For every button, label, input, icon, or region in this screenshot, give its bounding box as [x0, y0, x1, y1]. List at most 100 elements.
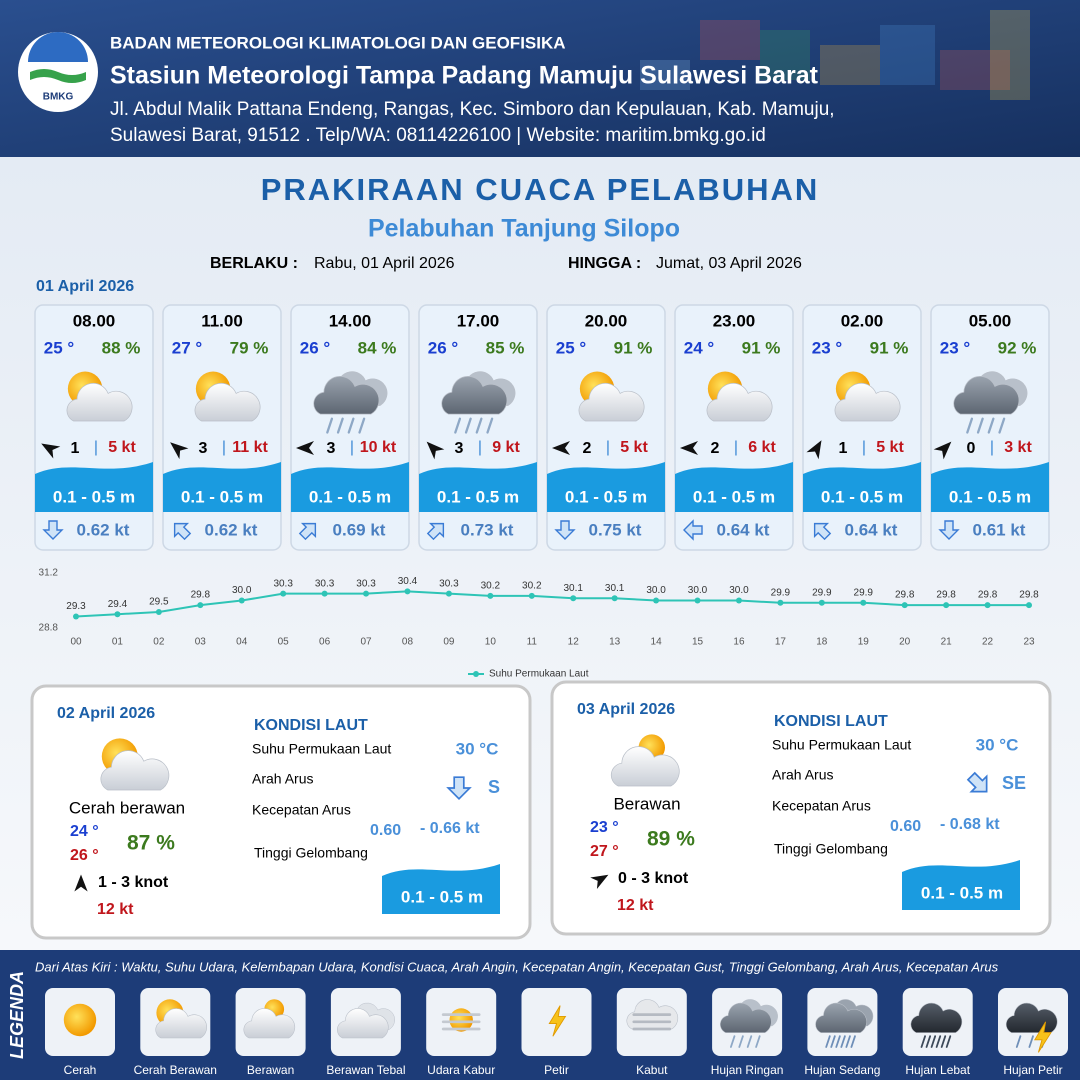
- value-label: 30.0: [232, 585, 252, 596]
- weather-icon: [706, 371, 773, 422]
- x-tick-label: 13: [609, 637, 621, 648]
- humidity: 87 %: [127, 832, 175, 855]
- rain: [925, 1035, 932, 1048]
- temp-min: 23 °: [590, 819, 619, 836]
- cloud: [100, 750, 170, 791]
- wind-arrow: [74, 874, 88, 892]
- legend-item: Hujan Sedang: [804, 1063, 880, 1077]
- temp-max: 26 °: [70, 847, 99, 864]
- current-speed-min: 0.60: [370, 822, 401, 839]
- rain: [738, 1035, 744, 1048]
- wave: [163, 462, 281, 512]
- wind-speed: 9 kt: [492, 439, 520, 456]
- weather-icon: [626, 999, 679, 1031]
- rain: [1015, 1035, 1022, 1048]
- rain: [845, 1035, 851, 1048]
- rain: [830, 1035, 836, 1048]
- x-tick-label: 23: [1023, 637, 1035, 648]
- separator: |: [94, 439, 98, 456]
- x-tick-label: 03: [195, 637, 207, 648]
- humidity: 89 %: [647, 828, 695, 851]
- wave: [675, 462, 793, 512]
- rain: [945, 1035, 952, 1048]
- wind-speed: 6 kt: [748, 439, 776, 456]
- legend-item: Hujan Petir: [1003, 1063, 1062, 1077]
- sea-label: Kecepatan Arus: [772, 798, 871, 814]
- rain: [486, 417, 494, 434]
- wind-speed: 10 kt: [360, 439, 397, 456]
- point: [653, 597, 660, 604]
- wave-height: 0.1 - 0.5 m: [53, 487, 135, 506]
- point: [1026, 602, 1032, 609]
- time: 20.00: [585, 311, 628, 330]
- validity-label: BERLAKU :: [210, 255, 298, 272]
- legend-item: Hujan Ringan: [711, 1063, 784, 1077]
- wave: [291, 462, 409, 512]
- validity-date: Jumat, 03 April 2026: [656, 255, 802, 272]
- value-label: 30.3: [356, 578, 376, 589]
- wind-arrow: [296, 441, 314, 455]
- value-label: 29.8: [978, 590, 998, 601]
- wind: 1 - 3 knot: [98, 874, 169, 891]
- wave-height: 0.1 - 0.5 m: [921, 883, 1003, 902]
- current-direction: SE: [1002, 773, 1026, 793]
- x-tick-label: 08: [402, 637, 414, 648]
- sea-label: Kecepatan Arus: [252, 802, 351, 818]
- point: [280, 590, 287, 597]
- legend-item: Hujan Lebat: [905, 1063, 970, 1077]
- rain: [326, 417, 334, 434]
- weather-icon: [337, 1002, 395, 1039]
- legend-item: Udara Kabur: [427, 1063, 495, 1077]
- rain: [920, 1035, 927, 1048]
- legend-item: Berawan Tebal: [326, 1063, 405, 1077]
- temp-max: 27 °: [590, 843, 619, 860]
- wave: [931, 462, 1049, 512]
- sun: [63, 1003, 97, 1037]
- logo-text: BMKG: [43, 92, 74, 103]
- cloud: [953, 376, 1020, 415]
- weather-icon: [548, 1005, 567, 1037]
- wind-speed: 11 kt: [232, 439, 268, 456]
- rain: [966, 417, 974, 434]
- temp-min: 24 °: [70, 823, 99, 840]
- cloud: [337, 1008, 389, 1039]
- value-label: 29.3: [66, 601, 86, 612]
- humidity: 88 %: [102, 338, 141, 357]
- rain: [1028, 1035, 1034, 1048]
- header-decor: [940, 50, 1010, 90]
- humidity: 91 %: [742, 338, 781, 357]
- point: [694, 597, 701, 604]
- header-decor: [760, 30, 810, 80]
- legend-item: Petir: [544, 1063, 569, 1077]
- x-tick-label: 01: [112, 637, 124, 648]
- current-arrow: [554, 520, 576, 540]
- wind-force: 3: [455, 440, 464, 457]
- legend-title: LEGENDA: [7, 971, 27, 1059]
- x-tick-label: 10: [485, 637, 497, 648]
- gust: 12 kt: [97, 901, 134, 918]
- weather-icon: [441, 1008, 481, 1032]
- wind-arrow: [933, 441, 952, 460]
- humidity: 91 %: [614, 338, 653, 357]
- humidity: 85 %: [486, 338, 525, 357]
- title: PRAKIRAAN CUACA PELABUHAN: [261, 172, 820, 207]
- wave-height: 0.1 - 0.5 m: [565, 487, 647, 506]
- point: [321, 590, 328, 597]
- point: [114, 611, 121, 618]
- point: [735, 597, 742, 604]
- sea-label: Tinggi Gelombang: [774, 841, 888, 857]
- wave: [419, 462, 537, 512]
- rain: [475, 417, 483, 434]
- value-label: 30.3: [315, 578, 335, 589]
- sea-label: Arah Arus: [252, 771, 313, 787]
- time: 17.00: [457, 311, 500, 330]
- header-decor: [820, 45, 880, 85]
- cloud: [441, 376, 508, 415]
- time: 05.00: [969, 311, 1012, 330]
- header-band: [0, 0, 1080, 157]
- separator: |: [990, 439, 994, 456]
- weather-icon: [953, 371, 1028, 434]
- wind-speed: 5 kt: [620, 439, 648, 456]
